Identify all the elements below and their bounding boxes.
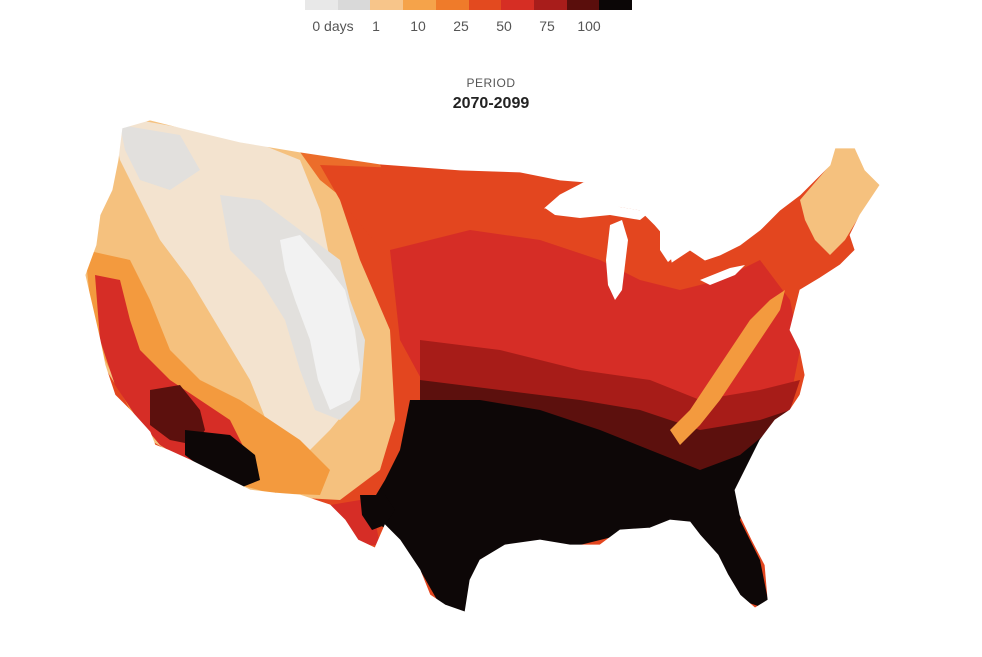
region-southern-california-maroon — [150, 385, 205, 445]
region-west-orange — [85, 250, 330, 495]
legend-swatch-2 — [370, 0, 404, 10]
region-mountain-grey — [120, 125, 200, 190]
legend-swatch-0 — [305, 0, 338, 10]
legend-swatch-4 — [435, 0, 469, 10]
region-texas-border-black — [360, 495, 395, 530]
legend-color-scale — [305, 0, 633, 10]
region-appalachian-orange — [670, 290, 785, 445]
period-caption: PERIOD — [466, 76, 516, 90]
legend-swatch-5 — [468, 0, 502, 10]
region-south-black — [370, 400, 790, 612]
legend-label-100: 100 — [577, 18, 601, 34]
legend-swatch-1 — [337, 0, 371, 10]
legend-label-1: 1 — [372, 18, 380, 34]
legend-swatch-9 — [599, 0, 633, 10]
legend-label-0: 0 days — [312, 18, 354, 34]
legend-label-25: 25 — [453, 18, 469, 34]
lake-erie — [700, 265, 745, 285]
legend-label-50: 50 — [496, 18, 512, 34]
region-new-england-light — [800, 148, 880, 255]
region-colorado-white — [280, 235, 360, 410]
region-california-red — [95, 275, 250, 485]
lake-michigan — [606, 220, 628, 300]
legend-swatch-8 — [566, 0, 600, 10]
legend-swatch-3 — [403, 0, 436, 10]
region-northwest-pale — [110, 120, 360, 460]
lake-superior — [545, 195, 650, 220]
period-value: 2070-2099 — [452, 95, 530, 112]
legend-label-75: 75 — [539, 18, 555, 34]
legend-swatch-6 — [501, 0, 534, 10]
color-legend: 0 days 1 10 25 50 75 100 — [300, 0, 640, 40]
lake-huron — [660, 228, 676, 262]
legend-swatch-7 — [533, 0, 567, 10]
region-arizona-black — [185, 430, 260, 488]
legend-label-10: 10 — [410, 18, 426, 34]
